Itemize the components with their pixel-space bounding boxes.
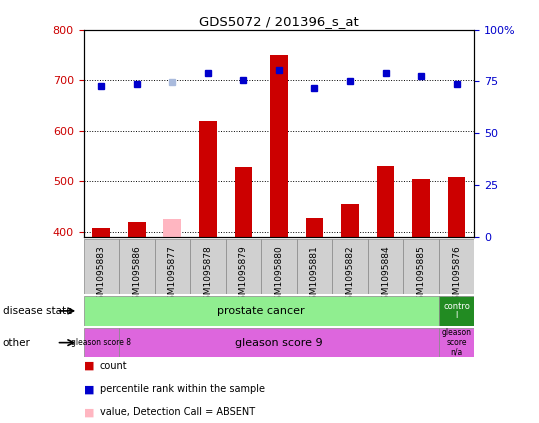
Text: gleason score 9: gleason score 9 — [235, 338, 323, 348]
Text: GSM1095883: GSM1095883 — [97, 246, 106, 306]
Text: GSM1095879: GSM1095879 — [239, 246, 248, 306]
Bar — [155, 239, 190, 294]
Text: contro
l: contro l — [443, 302, 470, 320]
Bar — [190, 239, 226, 294]
Text: disease state: disease state — [3, 306, 72, 316]
Bar — [368, 239, 403, 294]
Text: prostate cancer: prostate cancer — [217, 306, 305, 316]
Text: GSM1095886: GSM1095886 — [133, 246, 141, 306]
Text: GSM1095885: GSM1095885 — [417, 246, 425, 306]
Text: ■: ■ — [84, 407, 94, 418]
Text: GSM1095876: GSM1095876 — [452, 246, 461, 306]
Bar — [119, 239, 155, 294]
Bar — [439, 296, 474, 326]
Bar — [332, 239, 368, 294]
Text: ■: ■ — [84, 384, 94, 394]
Bar — [306, 218, 323, 237]
Bar — [226, 239, 261, 294]
Text: ■: ■ — [84, 361, 94, 371]
Bar — [119, 328, 439, 357]
Text: GSM1095882: GSM1095882 — [345, 246, 355, 306]
Bar — [84, 239, 119, 294]
Bar — [412, 179, 430, 237]
Text: count: count — [100, 361, 127, 371]
Bar — [199, 121, 217, 237]
Text: GSM1095878: GSM1095878 — [203, 246, 212, 306]
Bar — [163, 219, 181, 237]
Bar — [234, 167, 252, 237]
Text: gleason
score
n/a: gleason score n/a — [441, 328, 472, 357]
Text: GSM1095881: GSM1095881 — [310, 246, 319, 306]
Bar — [439, 239, 474, 294]
Text: GSM1095880: GSM1095880 — [274, 246, 284, 306]
Title: GDS5072 / 201396_s_at: GDS5072 / 201396_s_at — [199, 16, 359, 28]
Bar — [92, 228, 110, 237]
Bar — [261, 239, 296, 294]
Bar — [341, 204, 359, 237]
Text: GSM1095884: GSM1095884 — [381, 246, 390, 306]
Text: gleason score 8: gleason score 8 — [71, 338, 132, 347]
Bar — [128, 222, 146, 237]
Bar — [296, 239, 332, 294]
Bar — [377, 166, 395, 237]
Text: value, Detection Call = ABSENT: value, Detection Call = ABSENT — [100, 407, 255, 418]
Bar — [84, 328, 119, 357]
Bar — [270, 55, 288, 237]
Text: other: other — [3, 338, 31, 348]
Bar — [403, 239, 439, 294]
Text: GSM1095877: GSM1095877 — [168, 246, 177, 306]
Text: percentile rank within the sample: percentile rank within the sample — [100, 384, 265, 394]
Bar — [448, 177, 466, 237]
Bar — [439, 328, 474, 357]
